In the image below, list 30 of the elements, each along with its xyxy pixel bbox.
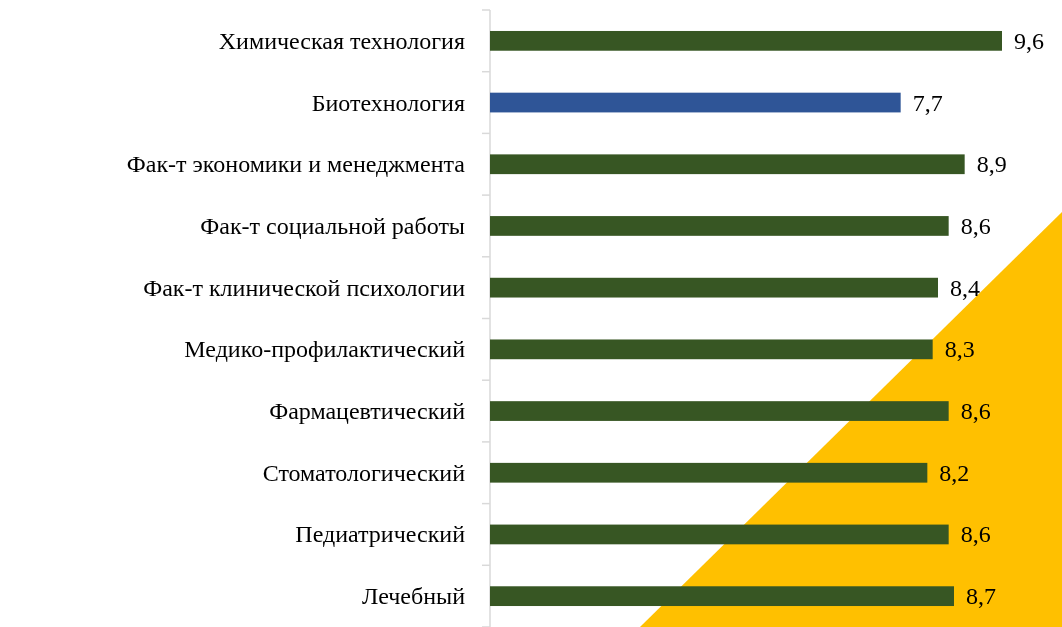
y-tick-label: Педиатрический: [295, 521, 466, 548]
y-tick-label: Биотехнология: [311, 89, 465, 116]
data-label: 8,7: [966, 583, 996, 610]
y-tick-label: Медико-профилактический: [184, 336, 466, 363]
y-tick-label: Стоматологический: [262, 459, 466, 486]
bar: [490, 277, 938, 298]
y-tick-label: Химическая технология: [218, 27, 465, 54]
data-label: 7,7: [912, 89, 943, 116]
y-tick-label: Фак-т социальной работы: [200, 212, 465, 239]
bar: [490, 339, 933, 360]
data-label: 8,6: [960, 521, 991, 548]
bar: [490, 154, 965, 175]
bar: [490, 586, 954, 607]
data-label: 8,4: [950, 274, 980, 301]
bar: [490, 401, 949, 421]
data-label: 8,6: [960, 212, 991, 239]
y-tick-label: Лечебный: [362, 583, 466, 610]
bar: [490, 216, 949, 236]
data-label: 8,2: [939, 459, 970, 486]
bar: [490, 524, 949, 545]
data-label: 9,6: [1014, 27, 1044, 54]
data-label: 8,9: [976, 151, 1007, 178]
bar: [490, 462, 928, 483]
data-label: 8,3: [944, 336, 975, 363]
y-tick-label: Фак-т клинической психологии: [143, 274, 466, 301]
y-tick-label: Фак-т экономики и менеджмента: [126, 151, 466, 178]
y-tick-label: Фармацевтический: [269, 398, 466, 425]
bar: [490, 30, 1002, 51]
bar: [490, 92, 901, 113]
data-label: 8,6: [960, 398, 991, 425]
